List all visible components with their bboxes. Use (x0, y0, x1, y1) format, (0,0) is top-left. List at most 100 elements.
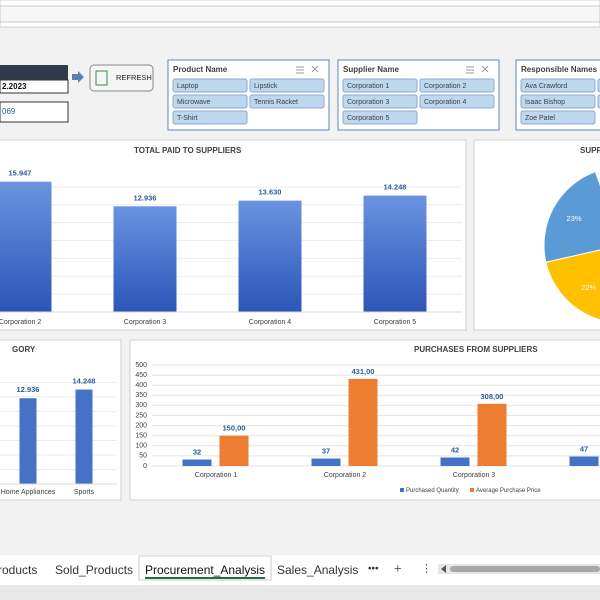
legend-swatch (400, 488, 404, 492)
chart-panel (0, 339, 122, 501)
bar (477, 403, 507, 466)
more-tabs[interactable]: ••• (368, 564, 379, 575)
x-tick-label: Corporation 5 (374, 319, 417, 326)
slicer-item-label: Isaac Bishop (525, 99, 565, 106)
slicer-item[interactable] (249, 78, 325, 93)
slicer-item[interactable] (419, 78, 495, 93)
slicer-item-label: Ava Crawford (525, 83, 567, 90)
data-label: 22% (581, 283, 596, 292)
x-tick-label: Corporation 3 (453, 472, 496, 479)
data-label: 37 (322, 447, 330, 456)
y-tick-label: 200 (135, 422, 147, 429)
slicer-item[interactable] (520, 78, 596, 93)
x-tick-label: Corporation 2 (324, 472, 367, 479)
data-label: 15.947 (9, 169, 32, 178)
status-bar (0, 585, 600, 600)
slicer-item[interactable] (172, 110, 248, 125)
x-tick-label: Corporation 3 (124, 319, 167, 326)
slicer-item-label: Tennis Racket (254, 99, 298, 106)
data-label: 23% (567, 214, 582, 223)
bar (348, 378, 378, 466)
y-tick-label: 0 (143, 463, 147, 470)
y-tick-label: 100 (135, 443, 147, 450)
x-tick-label: Corporation 2 (0, 319, 41, 326)
data-label: 14.248 (384, 183, 407, 192)
bar (0, 181, 52, 312)
sheet-tab[interactable]: Procurement_Analysis (145, 563, 265, 577)
slicer-item-label: Corporation 3 (347, 99, 390, 106)
slicer-item[interactable] (342, 94, 418, 109)
slicer-item-label: Corporation 4 (424, 99, 467, 106)
bar (113, 206, 177, 312)
slicer-item-label: Zoe Patel (525, 115, 555, 122)
slicer-title: Responsible Names (521, 65, 598, 74)
slicer-item-label: Corporation 2 (424, 83, 467, 90)
bar (182, 459, 212, 466)
pie: 23% 22% (543, 171, 600, 321)
slicer-item-label: Corporation 1 (347, 83, 390, 90)
legend-swatch (470, 488, 474, 492)
slicer-icons (296, 65, 319, 74)
slicer-item[interactable] (520, 110, 596, 125)
slicer-item[interactable] (342, 78, 418, 93)
bar (569, 456, 599, 466)
slicer-title: Product Name (173, 65, 228, 74)
formula-input[interactable] (0, 5, 600, 23)
add-sheet[interactable]: + (394, 560, 402, 575)
bar (75, 389, 93, 484)
x-tick-label: Corporation 1 (195, 472, 238, 479)
data-label: 47 (580, 444, 588, 453)
data-label: 431,00 (352, 367, 375, 376)
chart-title: GORY (12, 345, 36, 354)
scroll-thumb[interactable] (450, 566, 600, 572)
data-label: 42 (451, 446, 459, 455)
slicer-item-label: Laptop (177, 83, 199, 90)
bar (19, 398, 37, 484)
date-header (0, 65, 68, 80)
slicer-title: Supplier Name (343, 65, 400, 74)
scroll-left[interactable] (441, 565, 446, 573)
sheet-tab[interactable]: Sales_Analysis (277, 563, 358, 577)
x-tick-label: Sports (74, 489, 95, 496)
date-box[interactable] (0, 79, 69, 94)
legend-label: Average Purchase Price (476, 488, 541, 494)
count-value: 069 (2, 107, 16, 116)
y-tick-label: 300 (135, 402, 147, 409)
slicer-item-label: Microwave (177, 99, 211, 106)
slicer-item[interactable] (172, 78, 248, 93)
y-tick-label: 500 (135, 362, 147, 369)
date-value: 2.2023 (2, 82, 27, 91)
y-tick-label: 400 (135, 382, 147, 389)
data-label: 12.936 (17, 385, 40, 394)
x-tick-label: Home Appliances (1, 489, 56, 496)
chart-title: TOTAL PAID TO SUPPLIERS (134, 146, 242, 155)
y-tick-label: 250 (135, 412, 147, 419)
bar (363, 195, 427, 312)
active-tab-bg (138, 555, 272, 581)
tab-menu[interactable]: ⋮ (421, 563, 432, 575)
y-tick-label: 450 (135, 372, 147, 379)
data-label: 12.936 (134, 193, 157, 202)
y-tick-label: 150 (135, 433, 147, 440)
bar (311, 458, 341, 466)
slicer-item[interactable] (172, 94, 248, 109)
pie-slice (543, 171, 600, 263)
slicer-icons (466, 65, 489, 74)
y-tick-label: 50 (139, 453, 147, 460)
slicer-item[interactable] (249, 94, 325, 109)
data-label: 150,00 (223, 424, 246, 433)
slicer-item[interactable] (419, 94, 495, 109)
slicer-item[interactable] (342, 110, 418, 125)
data-label: 32 (193, 448, 201, 457)
slicer-item[interactable] (520, 94, 596, 109)
slicer-item-label: Corporation 5 (347, 115, 390, 122)
data-label: 13.630 (259, 188, 282, 197)
chart-title: PURCHASES FROM SUPPLIERS (414, 345, 538, 354)
legend-label: Purchased Quantity (406, 488, 459, 494)
chart-title: SUPP (580, 146, 600, 155)
sheet-tab[interactable]: roducts (0, 563, 37, 577)
sheet-tab[interactable]: Sold_Products (55, 563, 133, 577)
count-box (0, 101, 69, 123)
slicer-item-label: T-Shirt (177, 115, 198, 122)
